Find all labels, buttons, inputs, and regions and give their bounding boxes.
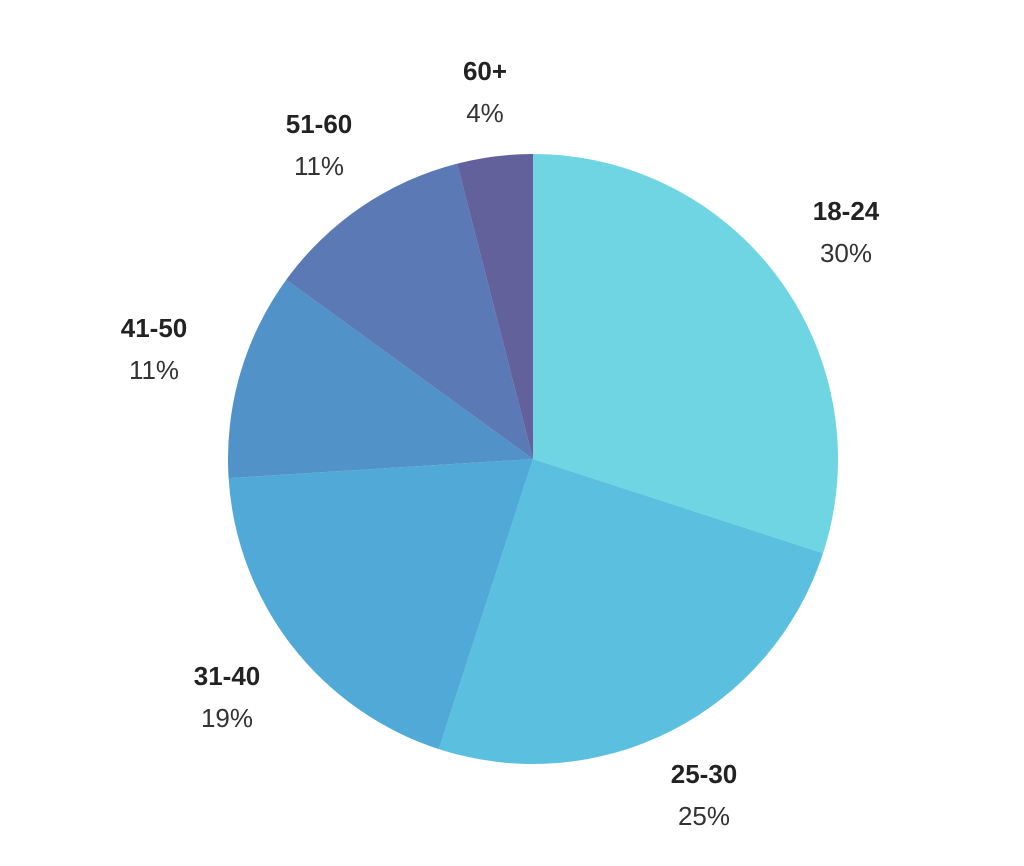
percent-label: 19% <box>200 703 254 733</box>
pie-slice-51-60 <box>286 163 533 459</box>
pie-slice-31-40 <box>228 459 533 750</box>
percent-label: 11% <box>293 151 345 181</box>
label-51-60: 51-60 11% <box>286 109 353 181</box>
category-label: 25-30 <box>670 759 738 789</box>
label-60-plus: 60+ 4% <box>463 56 507 128</box>
percent-label: 30% <box>819 238 873 268</box>
pie-slice-60-plus <box>457 154 533 459</box>
pie-slice-25-30 <box>438 459 824 764</box>
category-label: 51-60 <box>285 109 353 139</box>
label-31-40: 31-40 19% <box>194 661 261 733</box>
label-18-24: 18-24 30% <box>813 196 880 268</box>
pie-slice-41-50 <box>227 279 533 479</box>
category-label: 31-40 <box>193 661 261 691</box>
percent-label: 4% <box>466 98 504 128</box>
label-25-30: 25-30 25% <box>671 759 738 831</box>
label-41-50: 41-50 11% <box>121 313 188 385</box>
category-label: 18-24 <box>812 196 880 226</box>
category-label: 60+ <box>462 56 508 86</box>
pie-slice-18-24 <box>533 154 838 554</box>
percent-label: 11% <box>128 355 180 385</box>
category-label: 41-50 <box>120 313 188 343</box>
percent-label: 25% <box>677 801 731 831</box>
